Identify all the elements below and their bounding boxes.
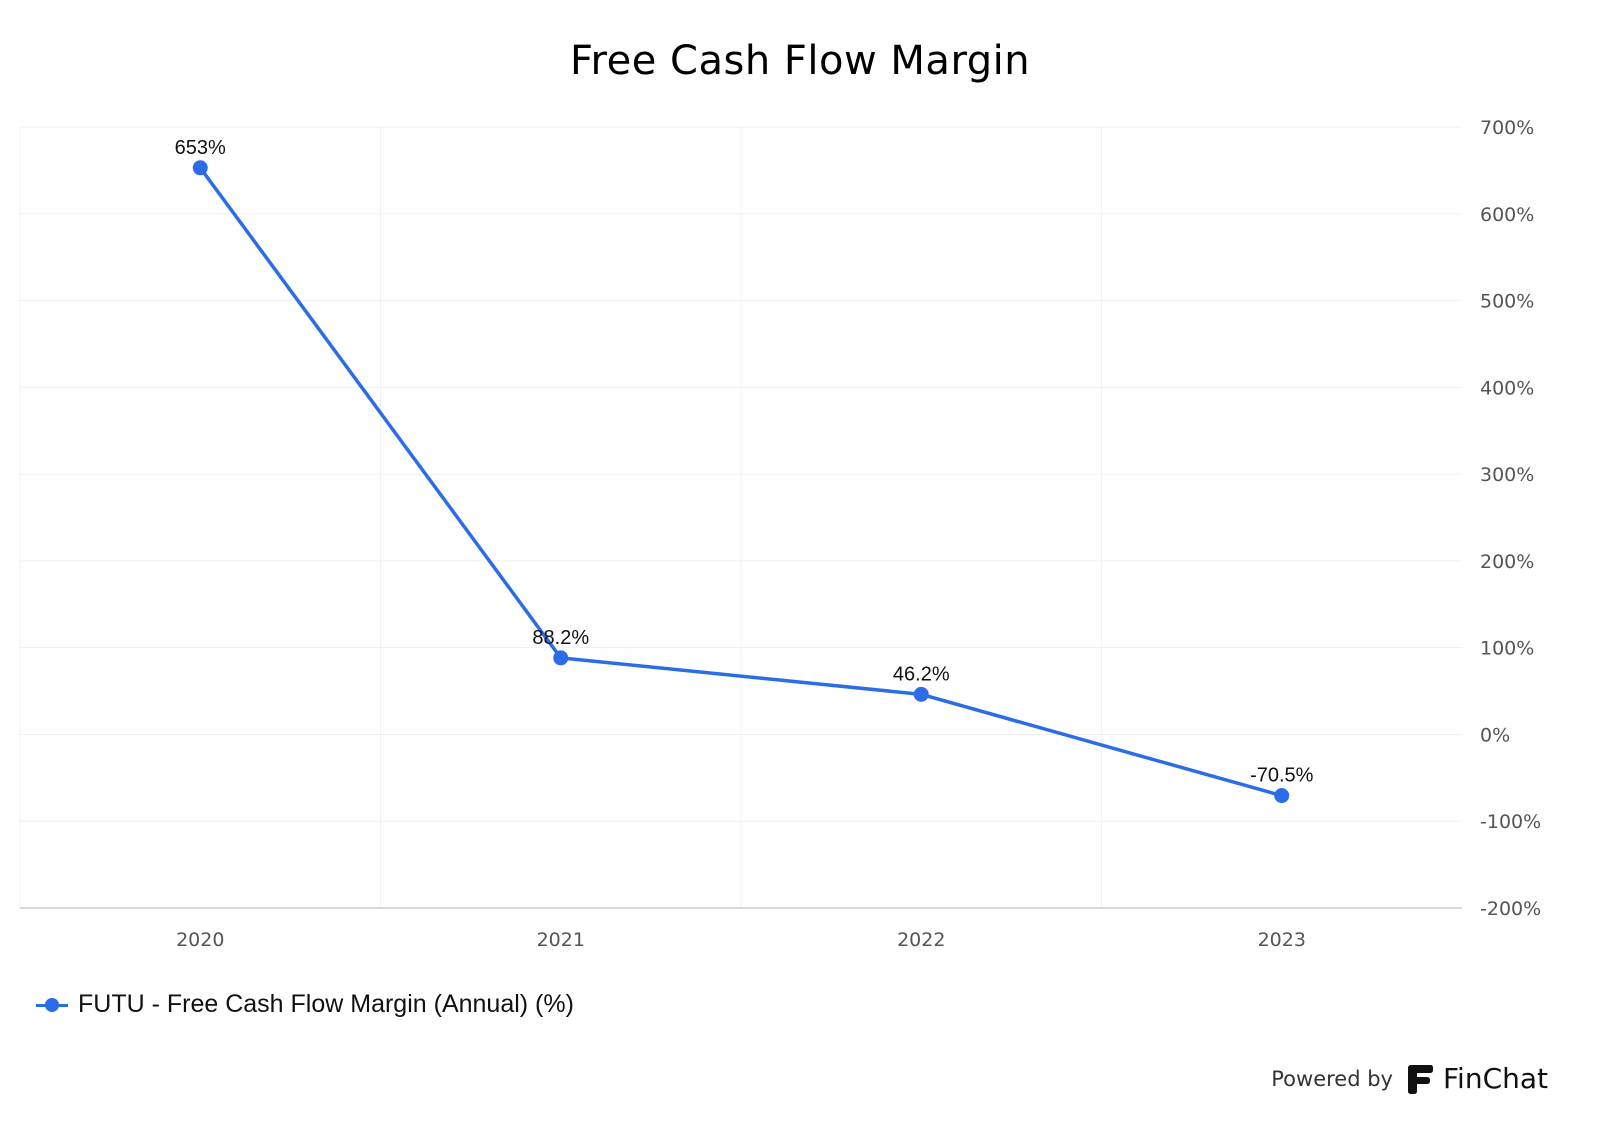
y-tick-label: 100% <box>1480 638 1534 660</box>
data-point <box>553 650 569 666</box>
legend[interactable]: FUTU - Free Cash Flow Margin (Annual) (%… <box>36 990 574 1019</box>
legend-label: FUTU - Free Cash Flow Margin (Annual) (%… <box>78 990 574 1018</box>
y-tick-label: 500% <box>1480 291 1534 313</box>
y-tick-label: 300% <box>1480 464 1534 486</box>
series-line <box>198 166 1284 798</box>
x-tick-label: 2023 <box>1258 929 1306 951</box>
x-tick-label: 2021 <box>537 929 585 951</box>
finchat-logo-icon <box>1407 1064 1433 1094</box>
powered-by-text: Powered by <box>1271 1066 1393 1091</box>
y-tick-label: -100% <box>1480 811 1541 833</box>
data-label: 653% <box>175 137 226 159</box>
data-label: 46.2% <box>893 663 950 685</box>
data-label: -70.5% <box>1250 765 1314 787</box>
legend-marker-icon <box>36 997 68 1012</box>
y-tick-label: 600% <box>1480 204 1534 226</box>
chart-title: Free Cash Flow Margin <box>569 38 1031 84</box>
x-tick-label: 2020 <box>176 929 224 951</box>
y-tick-label: 200% <box>1480 551 1534 573</box>
data-point <box>192 160 208 176</box>
data-labels: 653% 88.2% 46.2% -70.5% <box>175 137 1314 787</box>
series <box>192 160 1290 804</box>
y-tick-label: 0% <box>1480 724 1510 746</box>
y-tick-label: 400% <box>1480 377 1534 399</box>
y-tick-label: -200% <box>1480 898 1541 920</box>
powered-by[interactable]: Powered by FinChat <box>1271 1062 1548 1095</box>
grid <box>19 126 1462 909</box>
y-tick-label: 700% <box>1480 117 1534 139</box>
brand-name: FinChat <box>1442 1062 1548 1095</box>
y-axis-ticks: 700% 600% 500% 400% 300% 200% 100% 0% -100% -200% <box>1480 117 1541 920</box>
data-point <box>1274 788 1290 804</box>
x-axis-ticks: 2020 2021 2022 2023 <box>176 929 1306 951</box>
x-tick-label: 2022 <box>897 929 945 951</box>
data-point <box>913 686 929 702</box>
data-label: 88.2% <box>532 627 589 649</box>
